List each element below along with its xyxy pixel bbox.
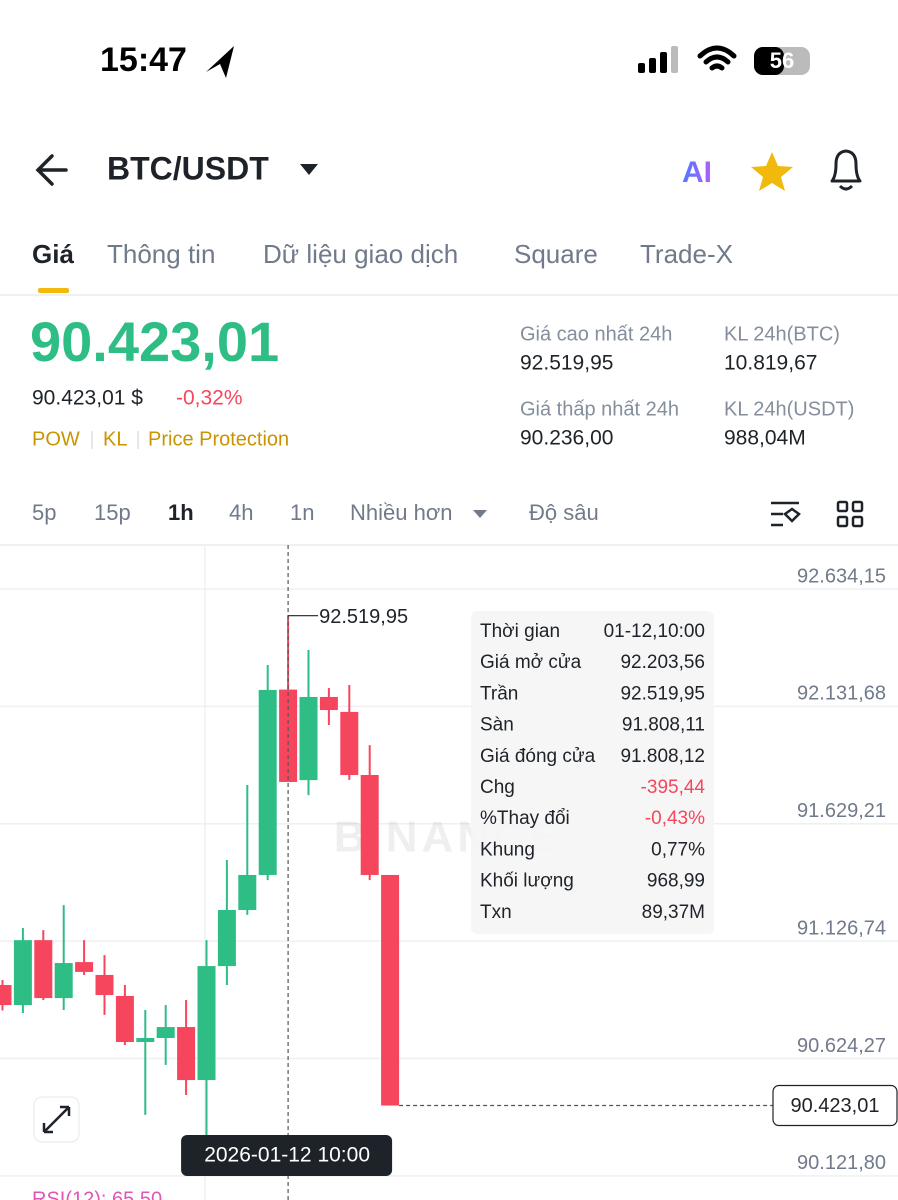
interval[interactable]: Nhiều hơn: [350, 500, 453, 525]
candle-body: [299, 696, 318, 781]
tooltip-box: [471, 611, 714, 934]
candle-body: [381, 874, 400, 1106]
candle-body: [136, 1038, 155, 1042]
candle-body: [238, 874, 257, 911]
interval[interactable]: 1h: [168, 500, 194, 525]
tooltip-label: Khung: [480, 839, 535, 860]
price-change: -0,32%: [176, 387, 243, 410]
last-price-box: [772, 1084, 898, 1127]
interval[interactable]: 5p: [32, 500, 56, 525]
tooltip-label: Giá đóng cửa: [480, 746, 596, 767]
candle-body: [156, 1027, 175, 1039]
tag[interactable]: Price Protection: [148, 428, 289, 450]
y-tick-label: 92.634,15: [797, 565, 886, 587]
tab[interactable]: Square: [514, 239, 598, 269]
tooltip-label: Chg: [480, 777, 515, 798]
tooltip-value: 968,99: [647, 871, 705, 892]
tag[interactable]: POW: [32, 428, 80, 450]
last-price: 90.423,01: [30, 310, 279, 373]
location-icon: [206, 46, 234, 78]
tooltip-value: 01-12,10:00: [604, 621, 705, 642]
y-tick-label: 91.126,74: [797, 917, 886, 939]
stat-label: KL 24h(USDT): [724, 398, 854, 420]
wifi-icon: [697, 45, 737, 71]
battery-level: [754, 47, 784, 75]
indicator-label: RSI(12): 65,50: [32, 1188, 162, 1200]
candle-body: [177, 1027, 196, 1081]
favorite-star[interactable]: [751, 152, 793, 191]
candle-body: [0, 984, 12, 1006]
tooltip-label: %Thay đổi: [480, 808, 570, 829]
tooltip-value: 91.808,11: [622, 715, 705, 736]
pair-title[interactable]: BTC/USDT: [107, 150, 269, 186]
stat-value: 10.819,67: [724, 352, 817, 375]
candles: [0, 615, 400, 1160]
ai-button[interactable]: AI: [682, 156, 712, 189]
tooltip-value: 92.203,56: [620, 652, 705, 673]
tooltip-value: 91.808,12: [620, 746, 705, 767]
stat-label: Giá cao nhất 24h: [520, 323, 672, 345]
candle-body: [54, 963, 73, 999]
y-tick-label: 90.121,80: [797, 1152, 886, 1174]
grid: [0, 545, 898, 1200]
interval[interactable]: 4h: [229, 500, 253, 525]
tooltip-label: Sàn: [480, 715, 514, 736]
candle-body: [13, 940, 32, 1006]
candle-body: [340, 711, 359, 775]
tab[interactable]: Giá: [32, 239, 74, 269]
tab[interactable]: Thông tin: [107, 239, 215, 269]
tag[interactable]: KL: [103, 428, 127, 450]
tooltip-label: Khối lượng: [480, 871, 574, 892]
stat-value: 92.519,95: [520, 352, 613, 375]
high-marker-label: 92.519,95: [319, 606, 408, 628]
candle-body: [197, 966, 216, 1081]
tooltip-label: Txn: [480, 902, 512, 923]
interval[interactable]: 1n: [290, 500, 314, 525]
last-price-label: 90.423,01: [791, 1095, 880, 1117]
tooltip-label: Giá mở cửa: [480, 652, 582, 673]
tooltip-label: Thời gian: [480, 621, 560, 642]
candle-body: [258, 689, 277, 875]
candle-body: [217, 910, 236, 967]
crosshair-time-box: [181, 1135, 393, 1176]
crosshair-time: 2026-01-12 10:00: [204, 1144, 370, 1167]
candle-body: [115, 995, 134, 1042]
tab[interactable]: Dữ liệu giao dịch: [263, 239, 458, 269]
tooltip-value: -395,44: [641, 777, 706, 798]
candle-body: [319, 696, 338, 711]
overlay: 92.634,15 92.131,68 91.629,21 91.126,74 90.6…: [32, 545, 898, 1200]
candle-body: [360, 774, 379, 875]
candle-body: [34, 940, 53, 999]
back-button[interactable]: [35, 154, 68, 186]
stat-label: KL 24h(BTC): [724, 323, 840, 345]
indicator-settings[interactable]: [771, 501, 801, 527]
stat-value: 988,04M: [724, 427, 806, 450]
interval[interactable]: 15p: [94, 500, 131, 525]
tooltip-value: 89,37M: [642, 902, 705, 923]
tooltip-value: 0,77%: [651, 839, 705, 860]
layout-button[interactable]: [836, 500, 864, 528]
y-tick-label: 92.131,68: [797, 683, 886, 705]
candle-body: [75, 962, 94, 972]
usd-price: 90.423,01 $: [32, 387, 143, 410]
stat-value: 90.236,00: [520, 427, 613, 450]
more-dropdown[interactable]: [473, 510, 487, 518]
tab-indicator: [38, 288, 69, 293]
y-tick-label: 91.629,21: [797, 800, 886, 822]
candle-body: [95, 974, 114, 996]
tooltip-value: -0,43%: [645, 808, 705, 829]
tab[interactable]: Trade-X: [640, 239, 733, 269]
bell-button[interactable]: [830, 149, 862, 191]
signal-icon: [638, 46, 678, 73]
tooltip-label: Trần: [480, 683, 518, 704]
interval[interactable]: Độ sâu: [529, 500, 599, 525]
pair-dropdown[interactable]: [300, 164, 318, 175]
status-time: 15:47: [100, 41, 187, 79]
y-tick-label: 90.624,27: [797, 1035, 886, 1057]
stat-label: Giá thấp nhất 24h: [520, 398, 679, 420]
tooltip-value: 92.519,95: [620, 683, 705, 704]
battery-text: 56: [770, 48, 794, 73]
expand-icon: [42, 1105, 71, 1134]
